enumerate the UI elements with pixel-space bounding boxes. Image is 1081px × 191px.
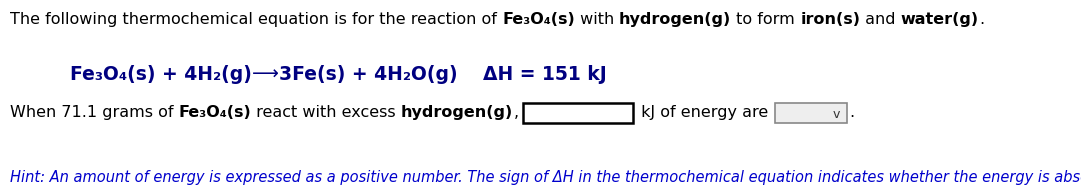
Text: Hint: An amount of energy is expressed as a positive number. The sign of ΔH in t: Hint: An amount of energy is expressed a… (10, 170, 1081, 185)
Text: hydrogen(g): hydrogen(g) (401, 105, 513, 120)
Text: .: . (849, 105, 854, 120)
Text: to form: to form (732, 12, 800, 27)
FancyBboxPatch shape (522, 103, 632, 123)
Text: Fe₃O₄(s) + 4H₂(g): Fe₃O₄(s) + 4H₂(g) (70, 65, 252, 84)
Text: Fe₃O₄(s): Fe₃O₄(s) (178, 105, 252, 120)
Text: The following thermochemical equation is for the reaction of: The following thermochemical equation is… (10, 12, 502, 27)
Text: with: with (575, 12, 619, 27)
Text: kJ of energy are: kJ of energy are (636, 105, 773, 120)
Text: ,: , (513, 105, 519, 120)
Text: react with excess: react with excess (252, 105, 401, 120)
Text: ⟶: ⟶ (252, 65, 279, 84)
FancyBboxPatch shape (775, 103, 846, 123)
Text: and: and (860, 12, 900, 27)
Text: v: v (832, 108, 840, 121)
Text: Fe₃O₄(s): Fe₃O₄(s) (502, 12, 575, 27)
Text: ΔH = 151 kJ: ΔH = 151 kJ (457, 65, 608, 84)
Text: When 71.1 grams of: When 71.1 grams of (10, 105, 178, 120)
Text: .: . (979, 12, 984, 27)
Text: 3Fe(s) + 4H₂O(g): 3Fe(s) + 4H₂O(g) (279, 65, 457, 84)
Text: water(g): water(g) (900, 12, 979, 27)
Text: iron(s): iron(s) (800, 12, 860, 27)
Text: hydrogen(g): hydrogen(g) (619, 12, 732, 27)
